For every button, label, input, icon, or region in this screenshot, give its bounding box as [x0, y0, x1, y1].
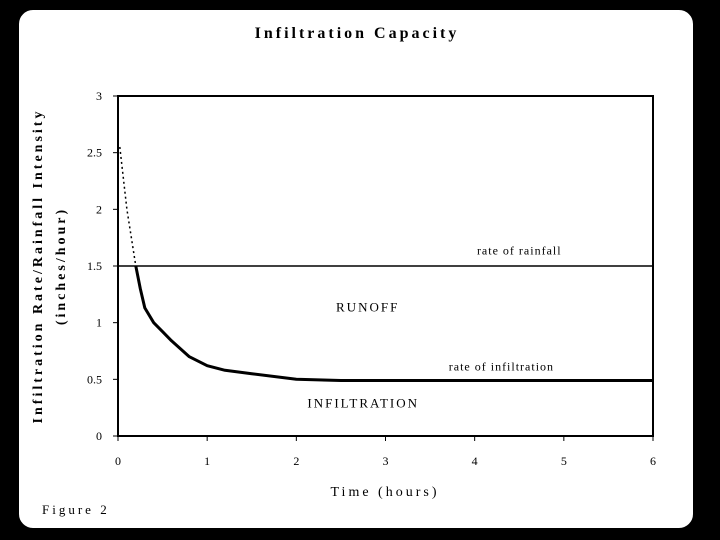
x-tick-label: 3	[383, 454, 389, 468]
y-tick-label: 1	[96, 316, 102, 330]
x-axis-ticks: 0 1 2 3 4 5 6	[115, 436, 656, 468]
annotation-layer: rate of rainfall rate of infiltration RUNO…	[307, 244, 562, 411]
y-tick-label: 0.5	[87, 372, 102, 386]
slide-card	[15, 6, 697, 532]
x-axis-label: Time (hours)	[331, 485, 440, 500]
annotation-label: rate of rainfall	[477, 244, 562, 258]
y-tick-label: 0	[96, 429, 102, 443]
x-tick-label: 5	[561, 454, 567, 468]
annotation-label: RUNOFF	[336, 299, 399, 314]
x-tick-label: 1	[204, 454, 210, 468]
infiltration-initial-dotted-line	[119, 146, 137, 267]
annotation-label: rate of infiltration	[449, 359, 554, 373]
x-tick-label: 6	[650, 454, 656, 468]
x-tick-label: 2	[293, 454, 299, 468]
x-tick-label: 0	[115, 454, 121, 468]
annotation-label: INFILTRATION	[307, 396, 419, 411]
series-layer	[118, 146, 653, 382]
y-tick-label: 2.5	[87, 146, 102, 160]
chart-title: Infiltration Capacity	[255, 25, 460, 42]
y-tick-label: 2	[96, 202, 102, 216]
infiltration-rate-curve	[134, 265, 653, 382]
y-axis-label: Infiltration Rate/Rainfall Intensity	[31, 109, 46, 424]
y-tick-label: 1.5	[87, 259, 102, 273]
y-tick-label: 3	[96, 89, 102, 103]
y-axis-ticks: 0 0.5 1 1.5 2 2.5 3	[87, 89, 118, 443]
y-axis-label-units: (inches/hour)	[54, 207, 69, 325]
figure-label: Figure 2	[42, 502, 110, 517]
x-tick-label: 4	[472, 454, 478, 468]
